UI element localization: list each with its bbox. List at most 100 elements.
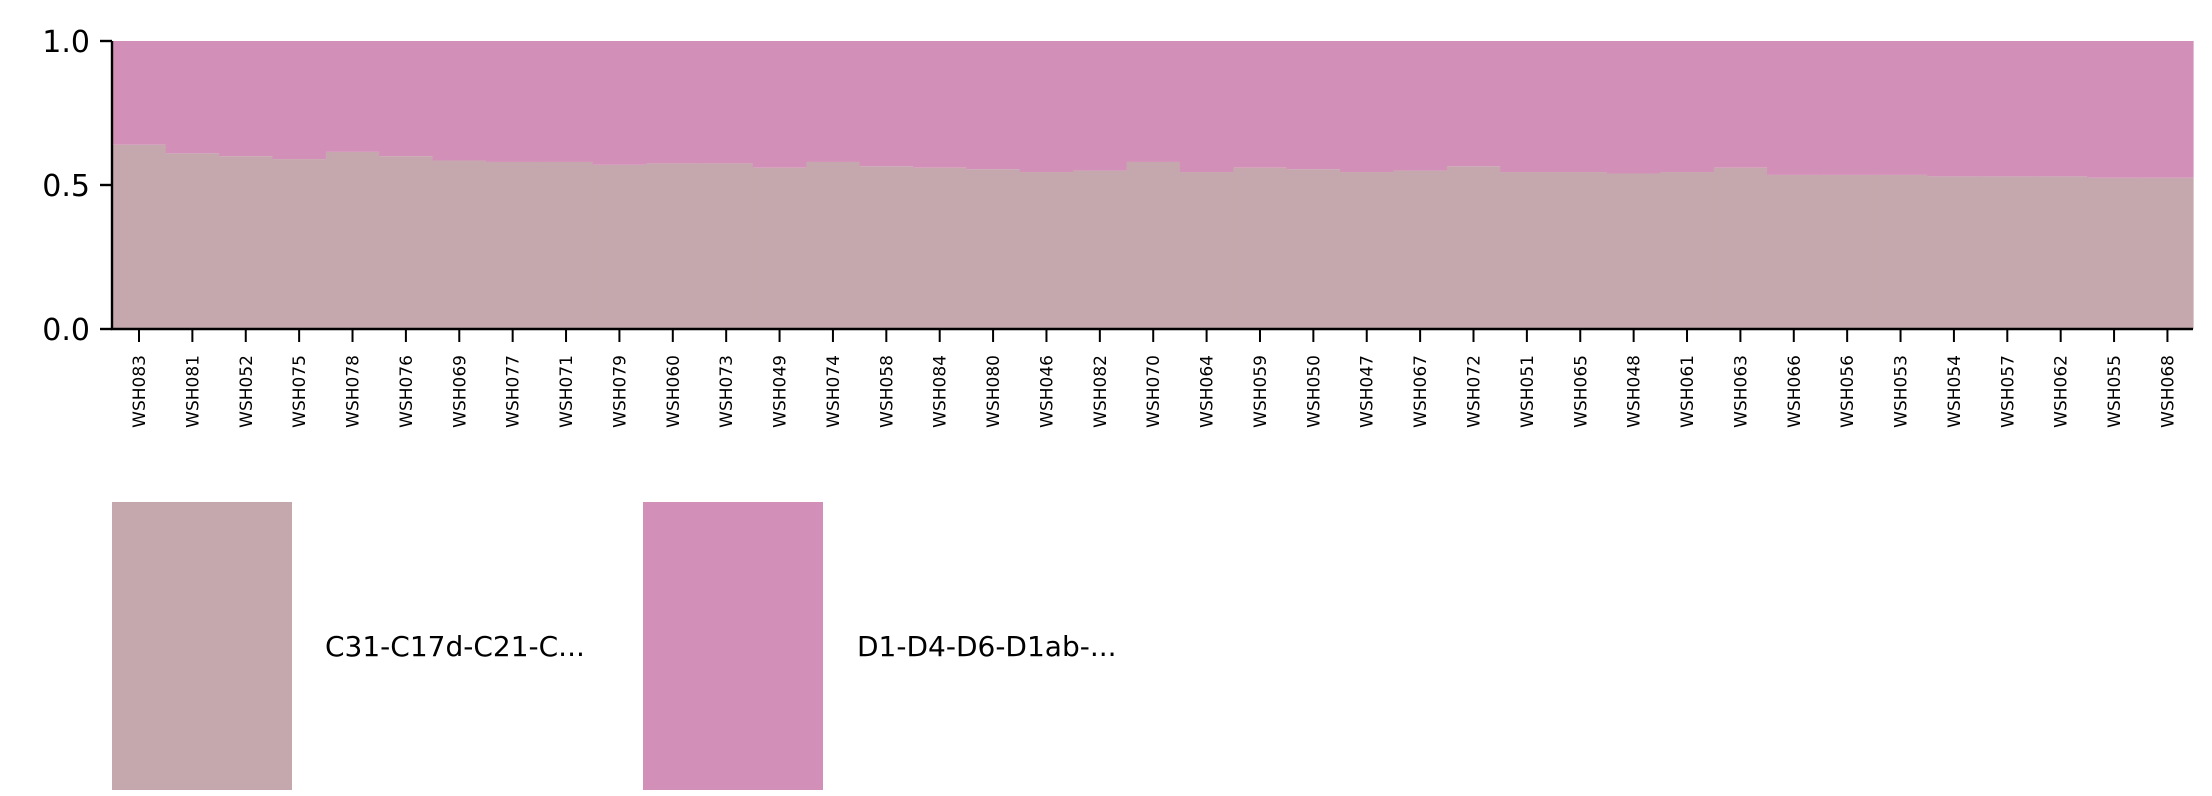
x-tick-label: WSH083 <box>130 355 150 428</box>
bar-segment-WSH066-s0 <box>1767 174 1822 329</box>
bar-segment-WSH075-s1 <box>272 41 327 160</box>
bar-segment-WSH056-s1 <box>1820 41 1875 175</box>
bar-segment-WSH050-s1 <box>1286 41 1341 170</box>
x-tick-label: WSH081 <box>183 355 203 428</box>
bar-segment-WSH050-s0 <box>1286 169 1341 329</box>
x-tick-label: WSH061 <box>1678 355 1698 428</box>
bar-segment-WSH056-s0 <box>1820 174 1875 329</box>
legend: C31-C17d-C21-C... D1-D4-D6-D1ab-... <box>112 502 1117 790</box>
x-tick-label: WSH055 <box>2105 355 2125 428</box>
x-tick-label: WSH059 <box>1251 355 1271 428</box>
x-tick-label: WSH051 <box>1518 355 1538 428</box>
bar-segment-WSH063-s1 <box>1713 41 1768 168</box>
bar-segment-WSH082-s0 <box>1073 170 1128 329</box>
bar-segment-WSH058-s0 <box>859 166 914 329</box>
bar-segment-WSH079-s1 <box>592 41 647 165</box>
bar-segment-WSH065-s1 <box>1553 41 1608 173</box>
bar-segment-WSH071-s1 <box>539 41 594 162</box>
x-tick-label: WSH052 <box>237 355 257 428</box>
bar-segment-WSH081-s1 <box>165 41 220 154</box>
bar-segment-WSH063-s0 <box>1713 167 1768 329</box>
y-tick-label: 1.0 <box>42 25 90 60</box>
bar-segment-WSH053-s1 <box>1873 41 1928 175</box>
x-tick-label: WSH058 <box>877 355 897 428</box>
x-tick-label: WSH071 <box>557 355 577 428</box>
bars-layer <box>112 41 2194 329</box>
x-ticks-layer: WSH083 WSH081 WSH052 WSH075 WSH078 WSH076 WSH0… <box>130 329 2178 428</box>
x-tick-label: WSH056 <box>1838 355 1858 428</box>
x-tick-label: WSH063 <box>1731 355 1751 428</box>
bar-segment-WSH062-s1 <box>2033 41 2088 177</box>
bar-segment-WSH070-s0 <box>1126 161 1181 329</box>
bar-segment-WSH079-s0 <box>592 164 647 329</box>
x-tick-label: WSH047 <box>1358 355 1378 428</box>
x-tick-label: WSH050 <box>1304 355 1324 428</box>
x-tick-label: WSH046 <box>1037 355 1057 428</box>
x-tick-label: WSH049 <box>771 355 791 428</box>
x-tick-label: WSH084 <box>931 355 951 428</box>
x-tick-label: WSH060 <box>664 355 684 428</box>
x-tick-label: WSH075 <box>290 355 310 428</box>
x-tick-label: WSH077 <box>504 355 524 428</box>
x-tick-label: WSH067 <box>1411 355 1431 428</box>
x-tick-label: WSH082 <box>1091 355 1111 428</box>
x-tick-label: WSH069 <box>450 355 470 428</box>
bar-segment-WSH058-s1 <box>859 41 914 167</box>
bar-segment-WSH052-s1 <box>219 41 274 157</box>
bar-segment-WSH068-s1 <box>2140 41 2194 178</box>
x-tick-label: WSH073 <box>717 355 737 428</box>
x-tick-label: WSH057 <box>1998 355 2018 428</box>
bar-segment-WSH078-s0 <box>325 151 380 329</box>
x-tick-label: WSH072 <box>1465 355 1485 428</box>
bar-segment-WSH047-s0 <box>1340 172 1395 329</box>
x-tick-label: WSH048 <box>1625 355 1645 428</box>
bar-segment-WSH078-s1 <box>325 41 380 152</box>
bar-segment-WSH077-s1 <box>485 41 540 162</box>
x-tick-label: WSH065 <box>1571 355 1591 428</box>
bar-segment-WSH062-s0 <box>2033 176 2088 329</box>
x-tick-label: WSH076 <box>397 355 417 428</box>
bar-segment-WSH055-s0 <box>2087 177 2142 329</box>
bar-segment-WSH065-s0 <box>1553 172 1608 329</box>
x-tick-label: WSH054 <box>1945 355 1965 428</box>
bar-segment-WSH067-s0 <box>1393 170 1448 329</box>
bar-segment-WSH048-s0 <box>1606 173 1661 329</box>
bar-segment-WSH049-s1 <box>752 41 807 168</box>
legend-label-1: D1-D4-D6-D1ab-... <box>857 630 1117 663</box>
bar-segment-WSH073-s1 <box>699 41 754 164</box>
x-tick-label: WSH074 <box>824 355 844 428</box>
bar-segment-WSH059-s1 <box>1233 41 1288 168</box>
bar-segment-WSH047-s1 <box>1340 41 1395 173</box>
bar-segment-WSH051-s1 <box>1500 41 1555 173</box>
bar-segment-WSH072-s1 <box>1446 41 1501 167</box>
y-tick-label: 0.5 <box>42 169 90 204</box>
bar-segment-WSH069-s1 <box>432 41 487 161</box>
bar-segment-WSH082-s1 <box>1073 41 1128 171</box>
bar-segment-WSH051-s0 <box>1500 172 1555 329</box>
bar-segment-WSH064-s1 <box>1179 41 1234 173</box>
bar-segment-WSH080-s1 <box>966 41 1021 170</box>
bar-segment-WSH057-s0 <box>1980 176 2035 329</box>
bar-segment-WSH046-s1 <box>1019 41 1074 173</box>
bar-segment-WSH074-s1 <box>806 41 861 162</box>
x-tick-label: WSH064 <box>1198 355 1218 428</box>
bar-segment-WSH048-s1 <box>1606 41 1661 174</box>
legend-swatch-1 <box>643 502 823 790</box>
bar-segment-WSH060-s0 <box>646 163 701 329</box>
x-tick-label: WSH080 <box>984 355 1004 428</box>
bar-segment-WSH075-s0 <box>272 159 327 329</box>
bar-segment-WSH061-s1 <box>1660 41 1715 173</box>
bar-segment-WSH061-s0 <box>1660 172 1715 329</box>
bar-segment-WSH059-s0 <box>1233 167 1288 329</box>
bar-segment-WSH074-s0 <box>806 161 861 329</box>
bar-segment-WSH076-s1 <box>379 41 434 157</box>
bar-segment-WSH069-s0 <box>432 160 487 329</box>
bar-segment-WSH055-s1 <box>2087 41 2142 178</box>
y-tick-label: 0.0 <box>42 313 90 348</box>
bar-segment-WSH052-s0 <box>219 156 274 329</box>
bar-segment-WSH066-s1 <box>1767 41 1822 175</box>
x-tick-label: WSH078 <box>344 355 364 428</box>
bar-segment-WSH054-s1 <box>1927 41 1982 177</box>
bar-segment-WSH067-s1 <box>1393 41 1448 171</box>
